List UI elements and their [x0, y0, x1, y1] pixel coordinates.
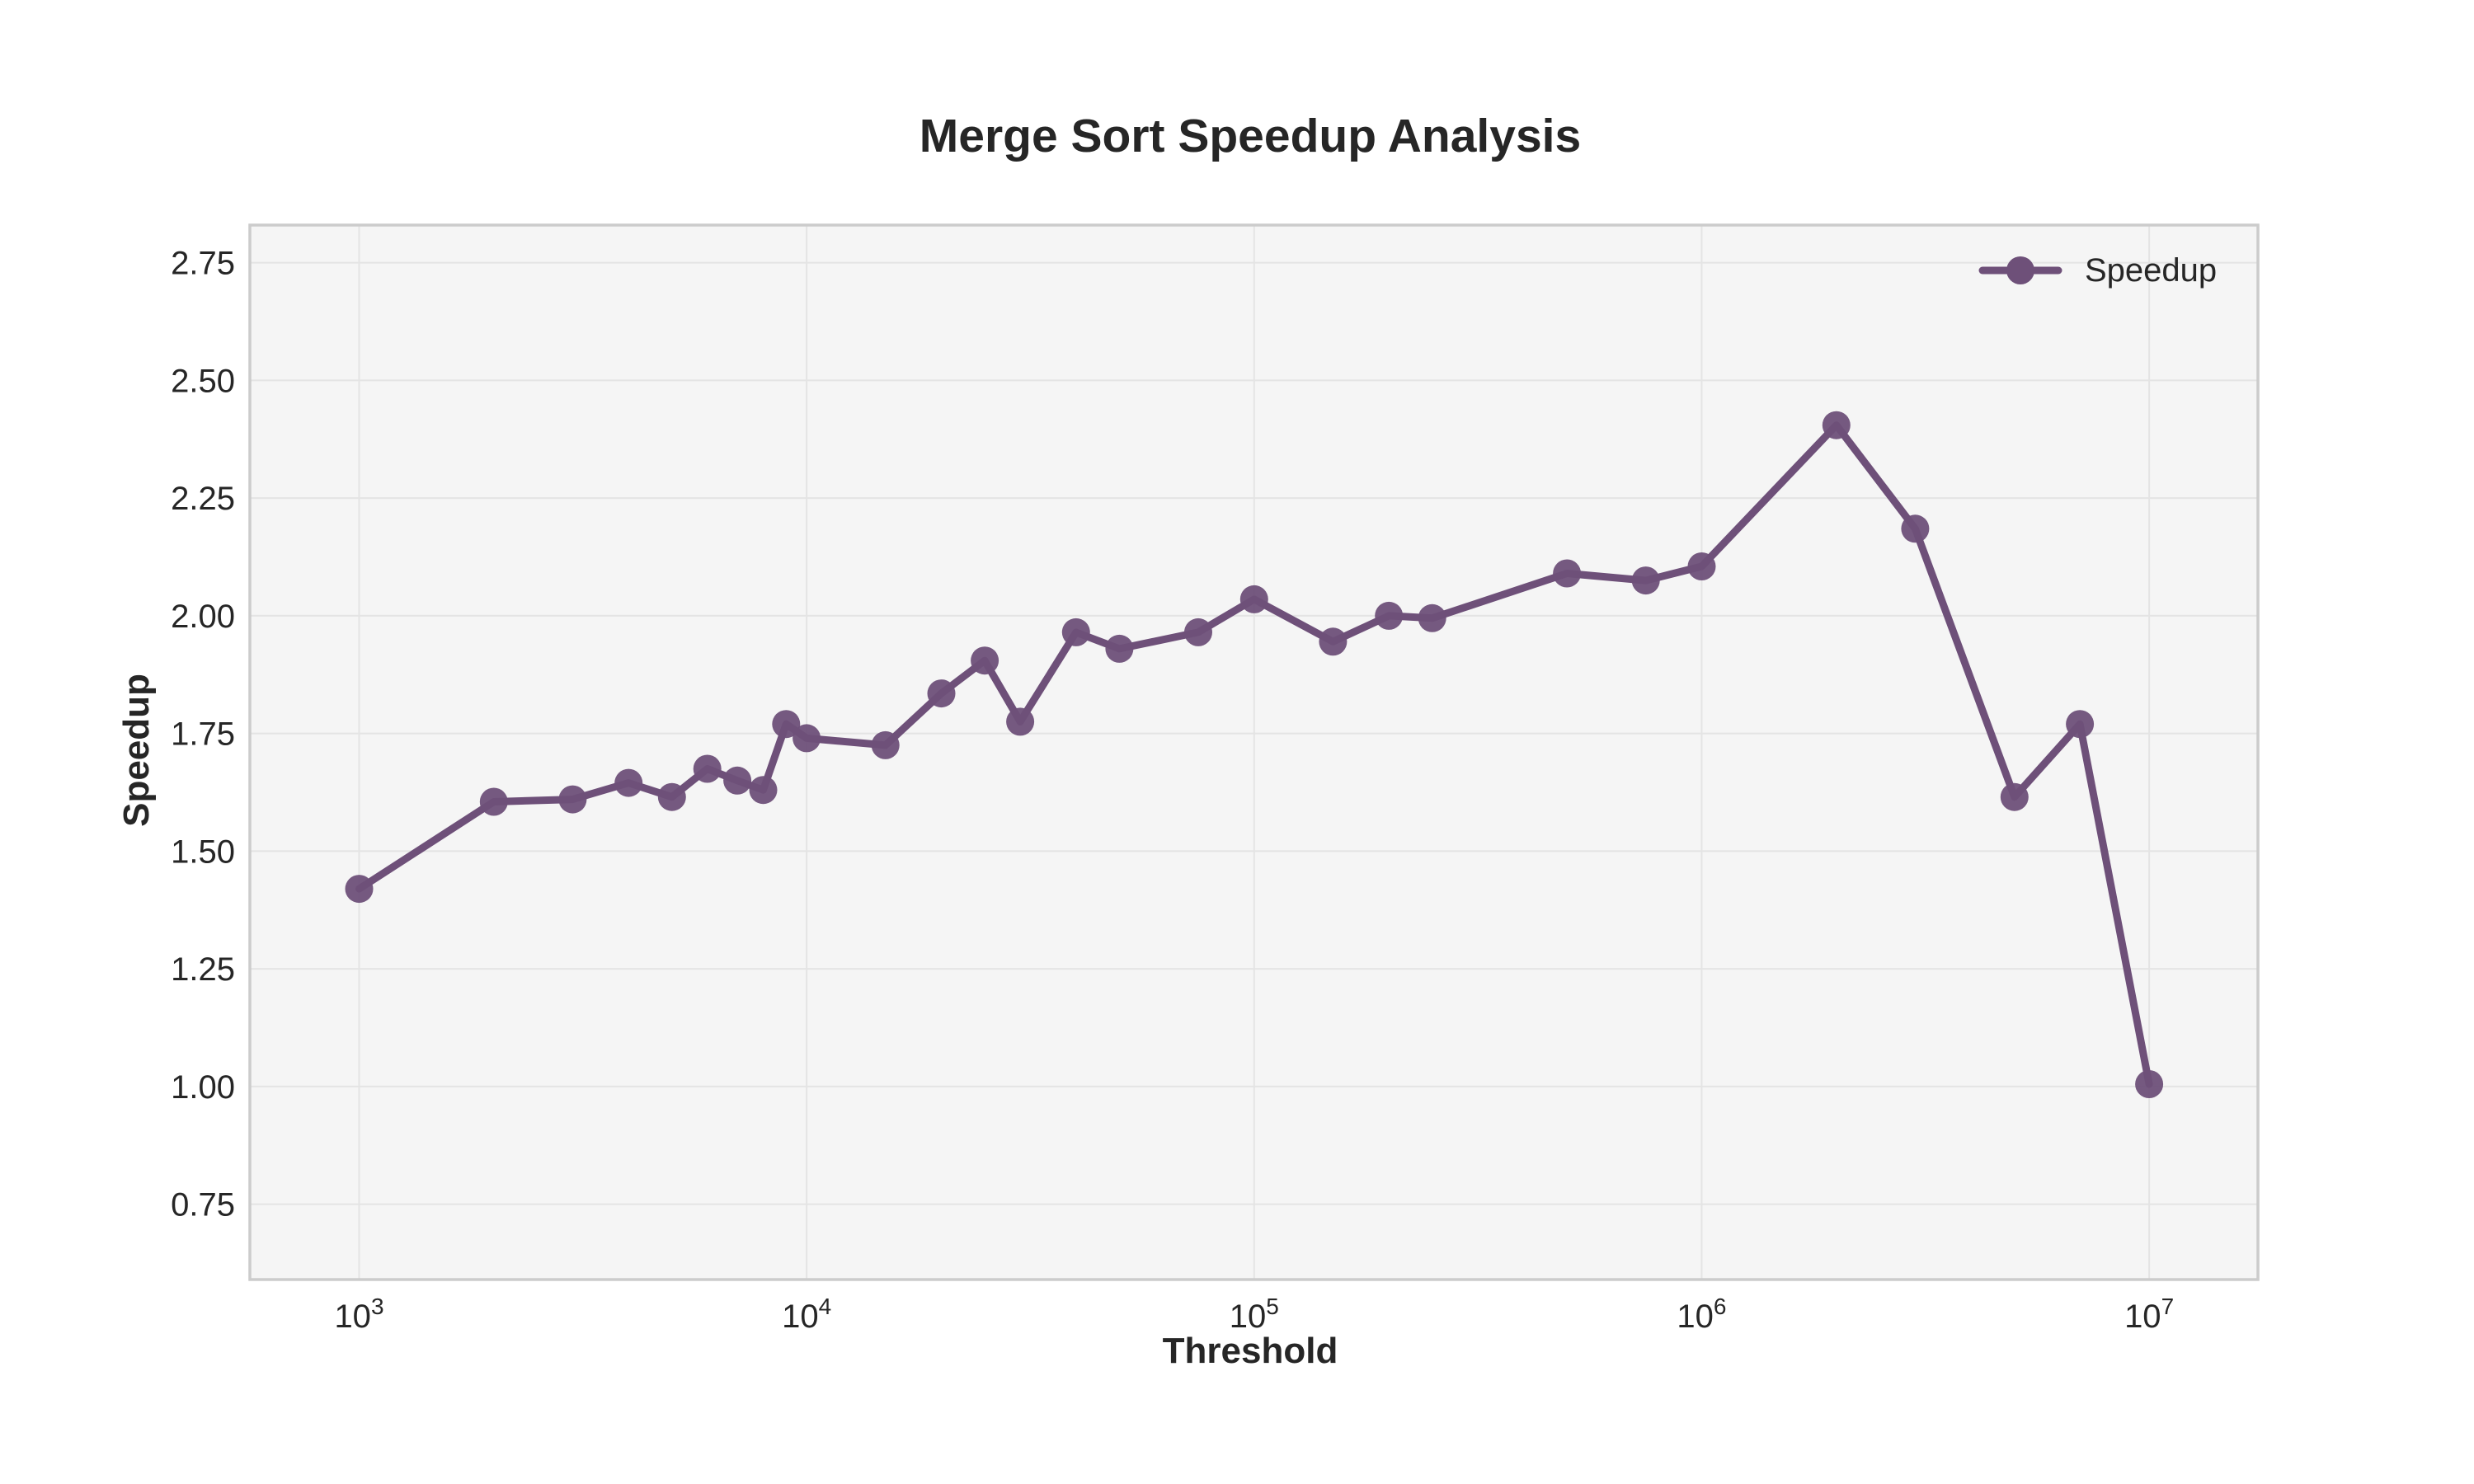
- data-point: [1553, 559, 1582, 588]
- y-tick-label: 2.75: [171, 246, 235, 282]
- y-tick-label: 2.00: [171, 599, 235, 635]
- data-point: [723, 766, 752, 795]
- data-point: [1061, 618, 1090, 646]
- data-point: [2000, 782, 2029, 811]
- data-point: [749, 776, 778, 805]
- data-point: [614, 768, 643, 797]
- data-point: [793, 724, 821, 753]
- data-point: [558, 785, 587, 814]
- series-speedup: [345, 411, 2164, 1098]
- data-point: [927, 679, 956, 708]
- data-point: [1319, 627, 1348, 656]
- x-axis-label: Threshold: [1163, 1331, 1338, 1371]
- data-point: [1418, 603, 1446, 632]
- y-tick-label: 1.00: [171, 1069, 235, 1106]
- grid: [250, 225, 2258, 1280]
- legend-marker-swatch: [2006, 256, 2034, 284]
- data-point: [1239, 585, 1268, 613]
- data-point: [479, 787, 508, 816]
- data-point: [657, 782, 686, 811]
- y-tick-label: 1.50: [171, 834, 235, 870]
- data-point: [693, 754, 722, 783]
- data-point: [871, 730, 900, 759]
- plot-frame: [248, 223, 2260, 1281]
- y-tick-label: 1.75: [171, 716, 235, 753]
- data-point: [1006, 707, 1035, 736]
- x-tick-label: 107: [2124, 1294, 2174, 1335]
- data-point: [971, 646, 999, 675]
- data-point: [345, 875, 374, 904]
- x-tick-label: 105: [1230, 1294, 1279, 1335]
- data-point: [1184, 618, 1212, 646]
- y-axis: 0.75 1.00 1.25 1.50 1.75 2.00 2.25 2.50 2.75: [171, 246, 235, 1223]
- data-point: [2135, 1070, 2164, 1098]
- y-tick-label: 2.25: [171, 481, 235, 517]
- legend-label-speedup: Speedup: [2085, 252, 2217, 289]
- data-point: [1901, 514, 1930, 543]
- y-tick-label: 2.50: [171, 363, 235, 399]
- data-point: [1105, 634, 1134, 663]
- data-point: [1822, 411, 1851, 439]
- data-point: [1631, 566, 1660, 595]
- data-point: [1375, 601, 1404, 630]
- data-point: [2066, 710, 2095, 739]
- y-tick-label: 1.25: [171, 951, 235, 988]
- x-axis: 103 104 105 106 107: [334, 1294, 2174, 1335]
- y-axis-label: Speedup: [116, 674, 157, 827]
- x-tick-label: 106: [1677, 1294, 1726, 1335]
- data-point: [772, 710, 801, 739]
- x-tick-label: 103: [334, 1294, 383, 1335]
- chart-title: Merge Sort Speedup Analysis: [920, 110, 1581, 162]
- x-tick-label: 104: [782, 1294, 831, 1335]
- legend: Speedup: [1978, 252, 2217, 289]
- y-tick-label: 0.75: [171, 1187, 235, 1223]
- data-point: [1687, 552, 1716, 580]
